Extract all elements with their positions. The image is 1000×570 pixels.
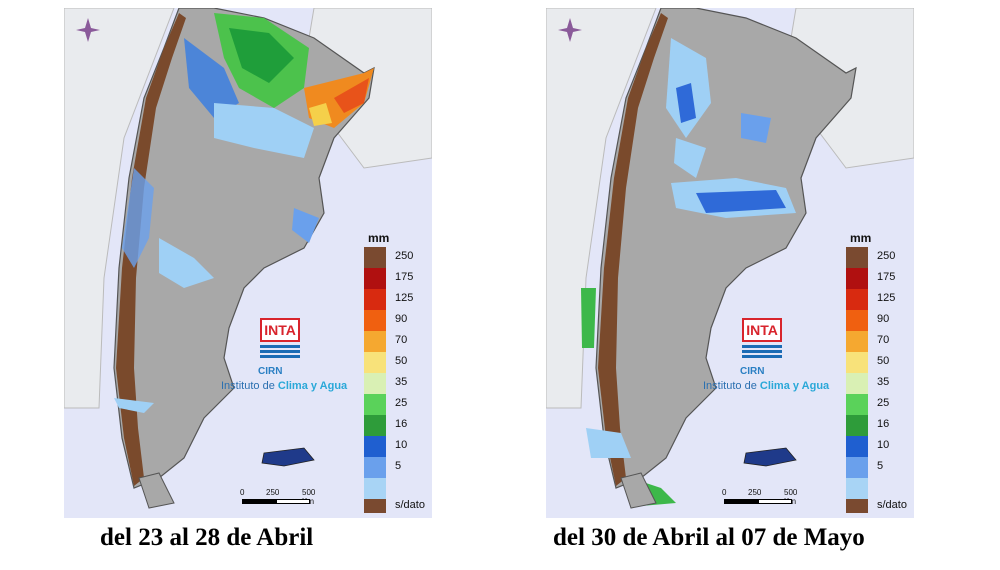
scale-label-0: 0: [722, 488, 727, 497]
institute-name: Instituto de Clima y Agua: [221, 380, 347, 392]
institute-name: Instituto de Clima y Agua: [703, 380, 829, 392]
institute-prefix: Instituto de: [221, 380, 278, 392]
legend-label-25: 25: [395, 397, 408, 409]
legend-swatch-70: [846, 331, 868, 352]
legend-label-175: 175: [877, 271, 896, 283]
legend-swatch-35: [364, 373, 386, 394]
map-panel-left: mm 250 175 125 90 70 50 35 25 16 10 5 s/…: [64, 8, 432, 518]
legend-label-16: 16: [877, 418, 890, 430]
legend-label-10: 10: [877, 439, 890, 451]
inta-logo-stripes: [742, 345, 782, 360]
legend-swatch-nodata: [846, 499, 868, 513]
scale-bar-black: [242, 499, 276, 504]
legend-label-250: 250: [877, 250, 896, 262]
scale-label-0: 0: [240, 488, 245, 497]
legend-label-5: 5: [395, 460, 402, 472]
legend-swatch-16: [364, 415, 386, 436]
scale-bar-white: [276, 499, 310, 504]
legend-label-10: 10: [395, 439, 408, 451]
legend-swatch-50: [364, 352, 386, 373]
legend-unit: mm: [850, 231, 872, 245]
precipitation-map: [546, 8, 914, 518]
legend-swatch-5: [364, 457, 386, 478]
legend-label-125: 125: [877, 292, 896, 304]
legend-swatch-10: [364, 436, 386, 457]
institute-prefix: Instituto de: [703, 380, 760, 392]
scale-bar: 0 250 500 Km: [722, 488, 802, 508]
institute-accent: Clima y Agua: [759, 380, 830, 392]
legend-label-nodata: s/dato: [395, 499, 425, 511]
legend-label-35: 35: [877, 376, 890, 388]
legend-label-5: 5: [877, 460, 884, 472]
legend-swatch-25: [846, 394, 868, 415]
legend-label-50: 50: [395, 355, 408, 367]
legend-swatch-25: [364, 394, 386, 415]
inta-logo-text: INTA: [742, 318, 782, 342]
legend-label-50: 50: [877, 355, 890, 367]
scale-bar-black: [724, 499, 758, 504]
legend-label-250: 250: [395, 250, 414, 262]
legend-swatch-10: [846, 436, 868, 457]
legend-swatch-50: [846, 352, 868, 373]
caption-left: del 23 al 28 de Abril: [100, 524, 314, 551]
scale-bar-white: [758, 499, 792, 504]
legend-swatch-35: [846, 373, 868, 394]
legend-label-70: 70: [877, 334, 890, 346]
legend-unit: mm: [368, 231, 390, 245]
legend-swatch-nodata: [364, 499, 386, 513]
legend-label-125: 125: [395, 292, 414, 304]
legend-swatch-90: [364, 310, 386, 331]
legend-swatch-175: [364, 268, 386, 289]
legend-swatch-lowest: [364, 478, 386, 499]
cirn-label: CIRN: [740, 366, 765, 377]
legend-label-25: 25: [877, 397, 890, 409]
legend-swatch-125: [364, 289, 386, 310]
legend-swatch-16: [846, 415, 868, 436]
map-panel-right: mm 250 175 125 90 70 50 35 25 16 10 5 s/…: [546, 8, 914, 518]
caption-right: del 30 de Abril al 07 de Mayo: [553, 524, 865, 551]
legend-swatch-lowest: [846, 478, 868, 499]
legend-swatch-175: [846, 268, 868, 289]
inta-logo-stripes: [260, 345, 300, 360]
legend-label-90: 90: [877, 313, 890, 325]
cirn-label: CIRN: [258, 366, 283, 377]
legend-swatch-90: [846, 310, 868, 331]
legend-label-90: 90: [395, 313, 408, 325]
legend-swatch-125: [846, 289, 868, 310]
legend-swatch-250: [364, 247, 386, 268]
legend-swatch-5: [846, 457, 868, 478]
legend-label-nodata: s/dato: [877, 499, 907, 511]
legend-swatch-250: [846, 247, 868, 268]
legend-label-70: 70: [395, 334, 408, 346]
legend-label-175: 175: [395, 271, 414, 283]
inta-logo-text: INTA: [260, 318, 300, 342]
inta-logo: INTA: [260, 318, 300, 362]
legend-swatch-70: [364, 331, 386, 352]
legend-label-16: 16: [395, 418, 408, 430]
legend-label-35: 35: [395, 376, 408, 388]
scale-label-250: 250: [748, 488, 762, 497]
scale-label-250: 250: [266, 488, 280, 497]
inta-logo: INTA: [742, 318, 782, 362]
institute-accent: Clima y Agua: [277, 380, 348, 392]
scale-bar: 0 250 500 Km: [240, 488, 320, 508]
